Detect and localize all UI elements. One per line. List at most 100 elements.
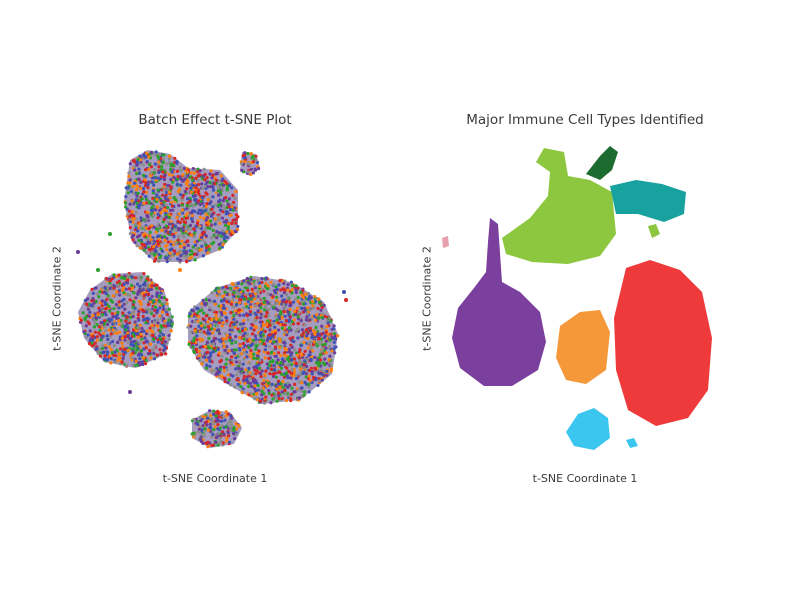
batch-point <box>314 318 318 322</box>
batch-point <box>194 347 198 351</box>
batch-point <box>201 201 205 205</box>
batch-point <box>189 186 193 190</box>
batch-point <box>101 344 105 348</box>
batch-point <box>131 314 135 319</box>
batch-point <box>213 222 217 226</box>
batch-point <box>189 190 193 194</box>
batch-point <box>153 162 157 166</box>
batch-point <box>279 288 283 292</box>
batch-point <box>274 285 278 289</box>
batch-point <box>93 330 97 334</box>
batch-point <box>117 279 121 283</box>
batch-point <box>109 318 113 322</box>
batch-point <box>169 177 173 182</box>
batch-point <box>147 247 152 252</box>
batch-point <box>231 374 235 378</box>
batch-point <box>219 174 223 178</box>
batch-point <box>154 298 159 302</box>
batch-point <box>318 379 322 383</box>
batch-point <box>320 350 324 354</box>
batch-point <box>297 396 301 400</box>
batch-point <box>243 151 247 155</box>
batch-point <box>260 393 264 397</box>
batch-point <box>99 338 103 342</box>
batch-point <box>250 342 255 346</box>
batch-point <box>249 348 253 353</box>
batch-point <box>162 187 166 191</box>
batch-point <box>171 163 176 168</box>
batch-point <box>126 273 130 277</box>
batch-point <box>270 382 274 386</box>
batch-point <box>211 331 215 335</box>
batch-point <box>136 235 140 239</box>
batch-point <box>117 330 122 334</box>
batch-point <box>197 358 202 362</box>
batch-point <box>242 279 246 283</box>
batch-point <box>263 305 267 309</box>
batch-point <box>300 306 304 310</box>
batch-point <box>205 216 209 220</box>
batch-point <box>150 294 154 299</box>
batch-point <box>281 323 285 327</box>
batch-point <box>219 439 223 443</box>
batch-point <box>153 168 157 172</box>
batch-point <box>250 384 254 389</box>
batch-point <box>156 156 161 160</box>
batch-point <box>118 356 122 360</box>
batch-point <box>256 278 260 283</box>
batch-point <box>166 206 170 210</box>
batch-point <box>227 349 231 353</box>
batch-point <box>213 368 217 373</box>
batch-point <box>240 282 244 286</box>
batch-point <box>211 417 215 421</box>
batch-point <box>199 327 203 331</box>
batch-point <box>252 365 256 369</box>
batch-point <box>303 359 307 363</box>
batch-point <box>264 282 268 286</box>
batch-point <box>141 173 146 177</box>
batch-point <box>100 304 104 308</box>
batch-point <box>164 352 168 356</box>
batch-point <box>255 369 259 373</box>
batch-point <box>322 303 326 307</box>
batch-point <box>177 203 181 208</box>
batch-point <box>160 168 164 172</box>
batch-point <box>269 367 274 371</box>
batch-point <box>260 280 264 285</box>
batch-point <box>287 347 291 351</box>
batch-point <box>256 398 260 402</box>
batch-point <box>225 322 229 326</box>
batch-point <box>238 292 242 297</box>
batch-point <box>165 260 169 264</box>
batch-point <box>229 383 233 387</box>
batch-point <box>234 348 238 352</box>
batch-point <box>148 348 152 353</box>
batch-point <box>103 319 107 323</box>
batch-point <box>290 358 294 362</box>
batch-point <box>106 337 110 342</box>
batch-point <box>242 348 246 352</box>
batch-point <box>118 288 122 292</box>
batch-point <box>273 354 277 358</box>
batch-point <box>300 293 304 297</box>
batch-point <box>243 297 247 301</box>
batch-point <box>292 390 296 394</box>
batch-point <box>225 188 229 192</box>
batch-point <box>187 213 191 217</box>
batch-point <box>317 297 321 301</box>
batch-point <box>168 315 172 319</box>
batch-point <box>166 321 170 325</box>
batch-point <box>311 343 315 347</box>
batch-point <box>324 339 328 343</box>
batch-point <box>182 166 186 171</box>
batch-point <box>234 360 238 364</box>
batch-point <box>218 436 222 440</box>
batch-point <box>160 216 164 220</box>
batch-point <box>132 344 136 348</box>
batch-point <box>256 354 260 358</box>
batch-point <box>242 379 246 383</box>
batch-point <box>150 180 154 184</box>
batch-point <box>196 430 200 434</box>
batch-point <box>227 222 231 226</box>
batch-point <box>203 178 207 182</box>
